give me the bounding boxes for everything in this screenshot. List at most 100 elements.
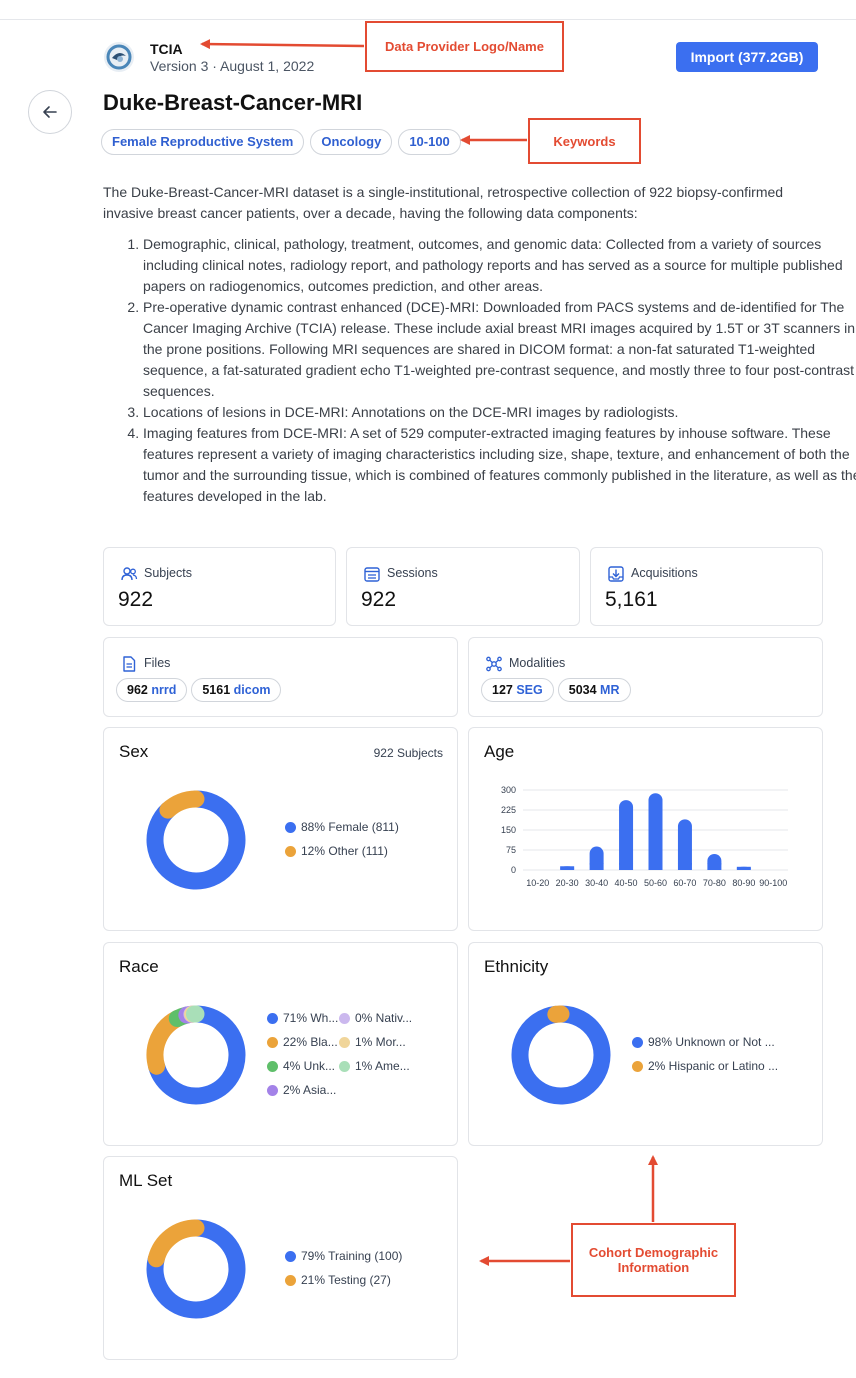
subjects-card: Subjects 922 [103, 547, 336, 626]
age-chart-card: Age 0 75 150 225 300 10-20 20-30 30-40 40-50 50-6… [468, 727, 823, 931]
age-xtick-label: 40-50 [615, 878, 638, 888]
users-icon [121, 567, 138, 581]
donut-slice[interactable] [159, 790, 205, 819]
donut-slice[interactable] [511, 1005, 611, 1105]
description-item: Locations of lesions in DCE-MRI: Annotat… [143, 402, 856, 423]
age-bar-base [736, 866, 751, 870]
description-item: Imaging features from DCE-MRI: A set of … [143, 423, 856, 507]
keyword-tags: Female Reproductive System Oncology 10-1… [101, 129, 461, 155]
age-bar-base [560, 866, 575, 870]
ethnicity-chart-card: Ethnicity 98% Unknown or Not ... 2% Hisp… [468, 942, 823, 1146]
sex-donut [146, 790, 246, 890]
legend-item-more[interactable]: 1% Mor... [339, 1030, 419, 1054]
donut-slice[interactable] [146, 790, 246, 890]
age-ytick-label: 300 [501, 785, 516, 795]
mlset-donut [146, 1219, 246, 1319]
age-xtick-label: 10-20 [526, 878, 549, 888]
ethnicity-chart-title: Ethnicity [484, 957, 549, 976]
description-list: Demographic, clinical, pathology, treatm… [103, 234, 856, 507]
legend-item-unknown-ethnicity[interactable]: 98% Unknown or Not ... [632, 1030, 778, 1054]
file-icon [123, 656, 136, 672]
annotation-demographics: Cohort Demographic Information [571, 1223, 736, 1297]
age-ytick-label: 0 [511, 865, 516, 875]
modalities-card: Modalities 127 SEG 5034 MR [468, 637, 823, 717]
age-xtick-label: 30-40 [585, 878, 608, 888]
legend-item-native[interactable]: 0% Nativ... [339, 1006, 419, 1030]
donut-slice[interactable] [146, 1219, 246, 1319]
sex-chart-title: Sex [119, 742, 149, 761]
age-xtick-label: 70-80 [703, 878, 726, 888]
subjects-value: 922 [118, 588, 154, 611]
modalities-label: Modalities [509, 656, 566, 670]
files-label: Files [144, 656, 171, 670]
ethnicity-legend: 98% Unknown or Not ... 2% Hispanic or La… [632, 1030, 778, 1078]
tcia-logo-icon [104, 42, 134, 72]
legend-item-testing[interactable]: 21% Testing (27) [285, 1268, 402, 1292]
subjects-label: Subjects [144, 566, 192, 580]
mlset-legend: 79% Training (100) 21% Testing (27) [285, 1244, 402, 1292]
sessions-value: 922 [361, 588, 397, 611]
race-donut [146, 1005, 246, 1105]
sex-legend: 88% Female (811) 12% Other (111) [285, 815, 399, 863]
tag-female-reproductive-system[interactable]: Female Reproductive System [101, 129, 305, 155]
annotation-keywords: Keywords [528, 118, 641, 164]
age-xtick-label: 90-100 [759, 878, 787, 888]
ethnicity-donut [511, 1005, 611, 1105]
age-bar-base [619, 863, 634, 870]
tag-oncology[interactable]: Oncology [310, 129, 393, 155]
age-chart-title: Age [484, 742, 515, 761]
age-ytick-label: 150 [501, 825, 516, 835]
age-xtick-label: 50-60 [644, 878, 667, 888]
age-bar-base [589, 863, 604, 870]
tag-10-100[interactable]: 10-100 [398, 129, 461, 155]
legend-item-american[interactable]: 1% Ame... [339, 1054, 419, 1078]
sex-chart-card: Sex 922 Subjects 88% Female (811) 12% Ot… [103, 727, 458, 931]
download-box-icon [608, 566, 624, 582]
age-xtick-label: 80-90 [732, 878, 755, 888]
description-item: Demographic, clinical, pathology, treatm… [143, 234, 856, 297]
sessions-label: Sessions [387, 566, 438, 580]
legend-item-asian[interactable]: 2% Asia... [267, 1078, 339, 1102]
file-pill-dicom[interactable]: 5161 dicom [191, 678, 282, 702]
race-chart-title: Race [119, 957, 159, 976]
description-intro: The Duke-Breast-Cancer-MRI dataset is a … [103, 184, 784, 221]
race-legend: 71% Wh... 0% Nativ... 22% Bla... 1% Mor.… [267, 1006, 419, 1102]
annotation-provider: Data Provider Logo/Name [365, 21, 564, 72]
import-button[interactable]: Import (377.2GB) [676, 42, 818, 72]
age-bar-base [707, 863, 722, 870]
mlset-chart-title: ML Set [119, 1171, 173, 1190]
age-bar[interactable] [648, 793, 663, 870]
version-line: Version 3 · August 1, 2022 [150, 58, 315, 74]
sessions-card: Sessions 922 [346, 547, 580, 626]
legend-item-other[interactable]: 12% Other (111) [285, 839, 399, 863]
age-bar[interactable] [677, 819, 692, 870]
page-title: Duke-Breast-Cancer-MRI [103, 90, 363, 115]
age-bar-base [648, 863, 663, 870]
age-xtick-label: 60-70 [673, 878, 696, 888]
subjects-count-note: 922 Subjects [373, 746, 443, 760]
legend-item-unknown[interactable]: 4% Unk... [267, 1054, 339, 1078]
modality-pill-mr[interactable]: 5034 MR [557, 678, 631, 702]
legend-item-training[interactable]: 79% Training (100) [285, 1244, 402, 1268]
age-ytick-label: 225 [501, 805, 516, 815]
legend-item-female[interactable]: 88% Female (811) [285, 815, 399, 839]
back-button[interactable] [28, 90, 72, 134]
modalities-icon [486, 656, 502, 672]
donut-slice[interactable] [147, 1219, 205, 1268]
legend-item-hispanic[interactable]: 2% Hispanic or Latino ... [632, 1054, 778, 1078]
legend-item-white[interactable]: 71% Wh... [267, 1006, 339, 1030]
age-bar-chart: 0 75 150 225 300 10-20 20-30 30-40 40-50 50-60 60-… [501, 785, 788, 888]
mlset-chart-card: ML Set 79% Training (100) 21% Testing (2… [103, 1156, 458, 1360]
arrow-left-icon [43, 106, 57, 118]
description-item: Pre-operative dynamic contrast enhanced … [143, 297, 856, 402]
age-xtick-label: 20-30 [556, 878, 579, 888]
acquisitions-label: Acquisitions [631, 566, 698, 580]
age-bar[interactable] [619, 800, 634, 870]
top-divider [0, 19, 856, 20]
age-bar-base [677, 863, 692, 870]
donut-slice[interactable] [148, 1005, 246, 1105]
legend-item-black[interactable]: 22% Bla... [267, 1030, 339, 1054]
modality-pill-seg[interactable]: 127 SEG [481, 678, 554, 702]
race-chart-card: Race 71% Wh... 0% Nativ... 22% Bla... 1%… [103, 942, 458, 1146]
file-pill-nrrd[interactable]: 962 nrrd [116, 678, 188, 702]
